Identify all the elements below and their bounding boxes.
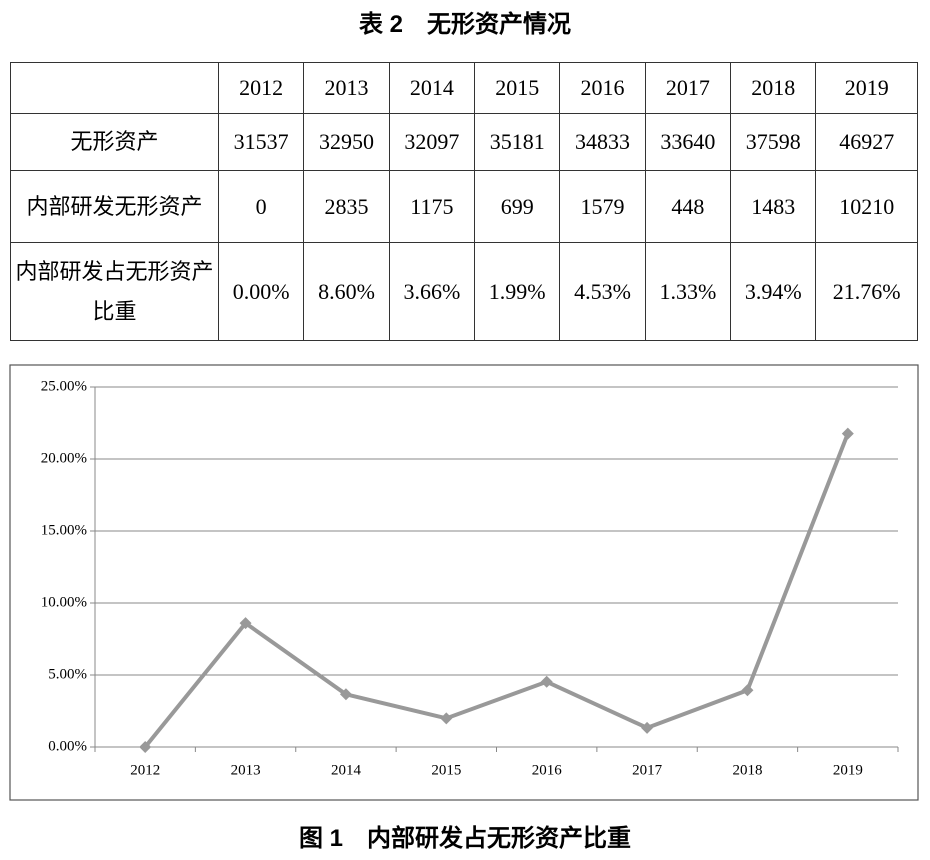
point-marker — [440, 712, 453, 725]
point-marker — [841, 427, 854, 440]
chart-frame — [9, 364, 919, 801]
row: 内部研发占无形资产比重 0.00% 8.60% 3.66% 1.99% 4.53% 1.33… — [10, 242, 918, 341]
point-marker — [339, 688, 352, 701]
row: 内部研发无形资产 0 2835 1175 699 1579 448 1483 10210 — [10, 170, 918, 243]
cell: 3.66% — [388, 242, 476, 341]
point-marker — [139, 741, 152, 753]
column-header: 2013 — [303, 62, 390, 114]
row: 无形资产 31537 32950 32097 35181 34833 33640 37598 4… — [10, 113, 918, 171]
cell: 35181 — [474, 113, 561, 171]
x-tick-label: 2017 — [632, 762, 663, 778]
column-header: 2012 — [217, 62, 305, 114]
figure-caption: 图 1 内部研发占无形资产比重 — [298, 825, 631, 852]
point-marker — [741, 684, 754, 697]
x-tick-label: 2014 — [331, 762, 362, 778]
x-tick-label: 2019 — [833, 762, 863, 778]
y-tick-label: 5.00% — [48, 666, 87, 682]
table-title: 表 2 无形资产情况 — [358, 11, 571, 38]
cell: 1579 — [559, 170, 646, 243]
cell: 33640 — [644, 113, 732, 171]
y-tick-label: 10.00% — [41, 594, 87, 610]
y-tick-label: 0.00% — [48, 738, 87, 754]
cell: 4.53% — [559, 242, 646, 341]
cell: 21.76% — [815, 242, 918, 341]
y-tick-label: 20.00% — [41, 450, 87, 466]
column-header: 2018 — [730, 62, 817, 114]
data-table: 2012 2013 2014 2015 2016 2017 2018 2019 无形资产 315… — [10, 62, 918, 341]
cell: 32950 — [303, 113, 390, 171]
series-line — [143, 432, 850, 749]
cell: 699 — [474, 170, 561, 243]
x-tick-label: 2016 — [532, 762, 563, 778]
cell: 1.33% — [644, 242, 732, 341]
y-tick-label: 15.00% — [41, 522, 87, 538]
cell: 2835 — [303, 170, 390, 243]
cell: 32097 — [388, 113, 476, 171]
cell: 1483 — [730, 170, 817, 243]
cell: 31537 — [217, 113, 305, 171]
cell: 37598 — [730, 113, 817, 171]
cell: 0.00% — [217, 242, 305, 341]
point-marker — [641, 721, 654, 734]
x-tick-label: 2015 — [431, 762, 461, 778]
x-tick-label: 2012 — [130, 762, 160, 778]
row-label: 无形资产 — [10, 113, 219, 171]
cell: 10210 — [815, 170, 918, 243]
corner-cell — [10, 62, 219, 114]
x-tick-label: 2013 — [231, 762, 261, 778]
y-tick-label: 25.00% — [41, 378, 87, 394]
row-label: 内部研发占无形资产比重 — [10, 242, 219, 341]
cell: 1175 — [388, 170, 476, 243]
cell: 46927 — [815, 113, 918, 171]
cell: 0 — [217, 170, 305, 243]
point-marker — [540, 675, 553, 688]
cell: 3.94% — [730, 242, 817, 341]
cell: 1.99% — [474, 242, 561, 341]
x-tick-label: 2018 — [732, 762, 762, 778]
point-marker — [239, 617, 252, 630]
column-header: 2016 — [559, 62, 646, 114]
